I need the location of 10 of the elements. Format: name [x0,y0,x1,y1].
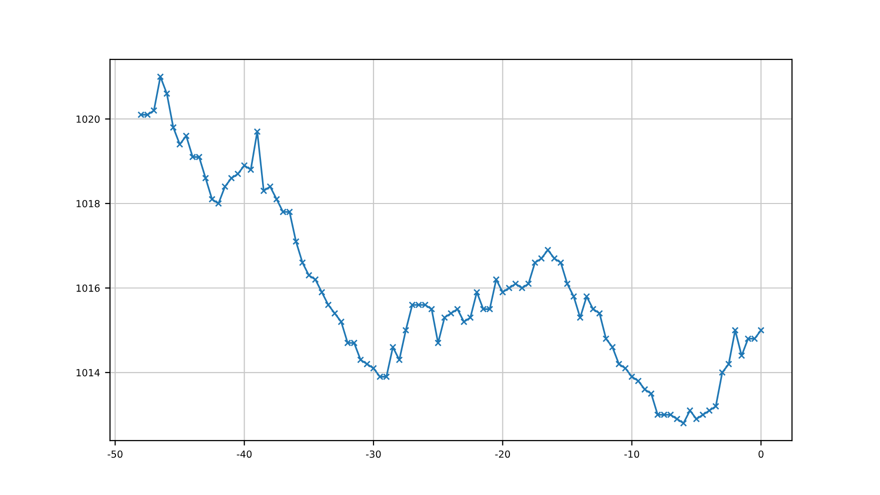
x-tick-label: -30 [366,450,381,458]
y-tick-label: 1020 [76,115,100,123]
x-tick-label: 0 [758,450,764,458]
x-tick-label: -20 [495,450,510,458]
x-tick-label: -10 [624,450,640,458]
y-tick-label: 1016 [76,284,100,292]
x-tick-label: -50 [108,450,122,458]
y-tick-label: 1018 [76,200,100,208]
x-tick-label: -40 [236,450,252,458]
y-tick-label: 1014 [76,368,100,376]
